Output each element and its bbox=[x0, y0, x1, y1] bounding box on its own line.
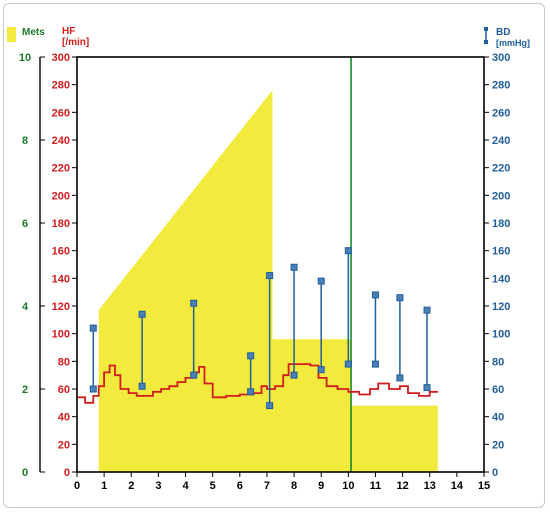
bd-systolic-point bbox=[396, 294, 404, 302]
exercise-test-chart: Mets HF [/min] BD [mmHg] 024681002040608… bbox=[7, 26, 530, 492]
bd-diastolic-point bbox=[344, 360, 352, 368]
plot-area bbox=[77, 57, 438, 472]
legend: Mets HF [/min] BD [mmHg] bbox=[7, 26, 530, 48]
x-tick-label: 1 bbox=[101, 480, 107, 492]
bd-tick-label: 140 bbox=[492, 273, 510, 285]
bd-diastolic-point bbox=[423, 384, 431, 392]
mets-legend-swatch bbox=[7, 27, 16, 42]
bd-tick-label: 20 bbox=[492, 439, 504, 451]
bd-systolic-point bbox=[138, 310, 146, 318]
mets-tick-label: 6 bbox=[22, 218, 28, 230]
bd-tick-label: 180 bbox=[492, 218, 510, 230]
x-tick-label: 11 bbox=[370, 480, 382, 492]
x-tick-label: 6 bbox=[237, 480, 243, 492]
bd-diastolic-point bbox=[190, 371, 198, 379]
x-tick-label: 3 bbox=[155, 480, 161, 492]
plot-border bbox=[76, 56, 485, 473]
x-tick-label: 9 bbox=[318, 480, 324, 492]
hf-tick-label: 60 bbox=[58, 384, 70, 396]
bd-systolic-point bbox=[290, 263, 298, 271]
hf-tick-label: 220 bbox=[52, 163, 70, 175]
bd-diastolic-point bbox=[290, 371, 298, 379]
bd-systolic-point bbox=[89, 324, 97, 332]
hf-tick-label: 40 bbox=[58, 412, 70, 424]
bd-diastolic-point bbox=[371, 360, 379, 368]
hf-tick-label: 100 bbox=[52, 329, 70, 341]
bd-tick-label: 120 bbox=[492, 301, 510, 313]
mets-tick-label: 8 bbox=[22, 135, 28, 147]
bd-tick-label: 280 bbox=[492, 80, 510, 92]
hf-tick-label: 160 bbox=[52, 246, 70, 258]
hf-tick-label: 120 bbox=[52, 301, 70, 313]
mets-legend-label: Mets bbox=[22, 27, 45, 38]
bd-legend-unit: [mmHg] bbox=[496, 38, 530, 48]
mets-tick-label: 10 bbox=[19, 52, 31, 64]
bd-systolic-point bbox=[190, 299, 198, 307]
hf-tick-label: 280 bbox=[52, 80, 70, 92]
bd-systolic-point bbox=[344, 247, 352, 255]
bd-tick-label: 200 bbox=[492, 190, 510, 202]
x-tick-label: 10 bbox=[342, 480, 354, 492]
bd-diastolic-point bbox=[266, 402, 274, 410]
bd-diastolic-point bbox=[247, 388, 255, 396]
bd-tick-label: 80 bbox=[492, 356, 504, 368]
bd-tick-label: 0 bbox=[492, 467, 498, 479]
bd-tick-label: 40 bbox=[492, 412, 504, 424]
bd-systolic-point bbox=[247, 352, 255, 360]
bd-systolic-point bbox=[317, 277, 325, 285]
bd-tick-label: 220 bbox=[492, 163, 510, 175]
mets-area bbox=[98, 90, 438, 472]
hf-series-line bbox=[77, 363, 438, 404]
bd-systolic-point bbox=[371, 291, 379, 299]
x-tick-label: 14 bbox=[451, 480, 464, 492]
bd-tick-label: 160 bbox=[492, 246, 510, 258]
hf-tick-label: 240 bbox=[52, 135, 70, 147]
hf-tick-label: 200 bbox=[52, 190, 70, 202]
bd-diastolic-point bbox=[317, 366, 325, 374]
mets-tick-label: 2 bbox=[22, 384, 28, 396]
hf-tick-label: 300 bbox=[52, 52, 70, 64]
hf-tick-label: 0 bbox=[64, 467, 70, 479]
bd-systolic-point bbox=[266, 272, 274, 280]
hf-tick-label: 20 bbox=[58, 439, 70, 451]
x-tick-label: 4 bbox=[182, 480, 189, 492]
bd-legend-symbol bbox=[484, 27, 488, 44]
x-tick-label: 12 bbox=[396, 480, 408, 492]
x-tick-label: 0 bbox=[74, 480, 80, 492]
hf-tick-label: 80 bbox=[58, 356, 70, 368]
x-tick-label: 2 bbox=[128, 480, 134, 492]
bd-diastolic-point bbox=[138, 382, 146, 390]
bd-tick-label: 260 bbox=[492, 107, 510, 119]
x-tick-label: 15 bbox=[478, 480, 490, 492]
x-tick-label: 8 bbox=[291, 480, 297, 492]
x-tick-label: 7 bbox=[264, 480, 270, 492]
bd-tick-label: 300 bbox=[492, 52, 510, 64]
mets-tick-label: 4 bbox=[22, 301, 29, 313]
hf-tick-label: 260 bbox=[52, 107, 70, 119]
hf-tick-label: 180 bbox=[52, 218, 70, 230]
chart-frame: Mets HF [/min] BD [mmHg] 0 2 4 6 8 10 0 20 40 60 8… bbox=[3, 3, 545, 508]
bd-tick-label: 60 bbox=[492, 384, 504, 396]
x-tick-label: 5 bbox=[210, 480, 216, 492]
bd-diastolic-point bbox=[396, 374, 404, 382]
bd-tick-label: 240 bbox=[492, 135, 510, 147]
bd-legend-label: BD bbox=[496, 27, 510, 38]
hf-legend-label: HF bbox=[62, 26, 75, 37]
hf-legend-unit: [/min] bbox=[62, 37, 89, 48]
hf-tick-label: 140 bbox=[52, 273, 70, 285]
bd-diastolic-point bbox=[89, 385, 97, 393]
mets-tick-label: 0 bbox=[22, 467, 28, 479]
bd-tick-label: 100 bbox=[492, 329, 510, 341]
axes: 0246810020406080100120140160180200220240… bbox=[19, 52, 510, 492]
bd-systolic-point bbox=[423, 306, 431, 314]
x-tick-label: 13 bbox=[424, 480, 436, 492]
